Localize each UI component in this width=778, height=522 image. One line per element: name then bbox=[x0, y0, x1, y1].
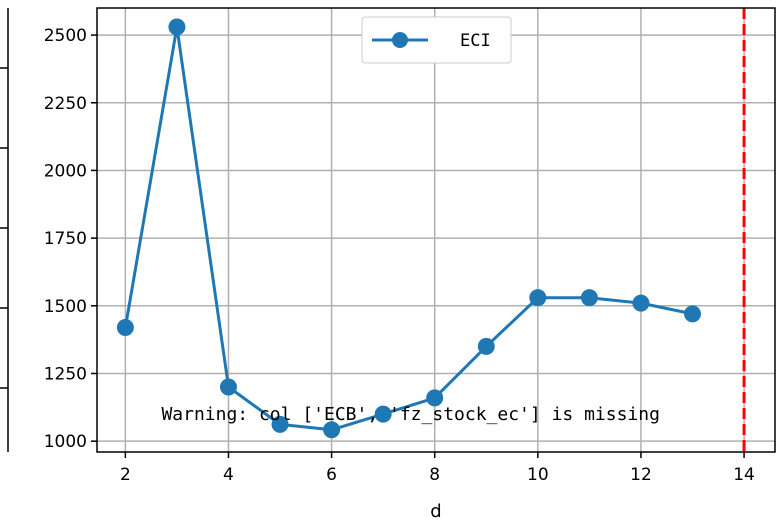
legend: ECI bbox=[361, 16, 512, 64]
data-point bbox=[684, 305, 702, 323]
data-point bbox=[219, 378, 237, 396]
y-tick-label: 1500 bbox=[44, 297, 87, 317]
y-tick-label: 2000 bbox=[44, 161, 87, 181]
x-tick-label: 14 bbox=[733, 465, 755, 485]
series-group bbox=[116, 18, 702, 439]
data-point bbox=[271, 415, 289, 433]
data-point bbox=[323, 421, 341, 439]
data-point bbox=[116, 318, 134, 336]
data-point bbox=[374, 405, 392, 423]
x-tick-label: 8 bbox=[429, 465, 440, 485]
plot-frame bbox=[96, 7, 776, 453]
data-point bbox=[168, 18, 186, 36]
series-line-eci bbox=[123, 25, 693, 432]
warning-annotation: Warning: col ['ECB', 'fz_stock_ec'] is m… bbox=[161, 404, 660, 425]
x-tick-label: 10 bbox=[527, 465, 549, 485]
adjacent-panel-ticks bbox=[0, 67, 8, 389]
data-point bbox=[477, 337, 495, 355]
legend-label-eci: ECI bbox=[460, 31, 491, 51]
x-tick-label: 6 bbox=[326, 465, 337, 485]
data-point bbox=[632, 294, 650, 312]
data-point bbox=[426, 389, 444, 407]
x-tick-label: 12 bbox=[630, 465, 652, 485]
x-axis-label: d bbox=[430, 501, 441, 522]
legend-marker-swatch bbox=[392, 32, 408, 48]
y-tick-label: 1250 bbox=[44, 364, 87, 384]
data-point bbox=[580, 289, 598, 307]
data-point bbox=[529, 289, 547, 307]
grid-lines bbox=[97, 8, 775, 452]
y-tick-label: 1000 bbox=[44, 432, 87, 452]
y-tick-label: 1750 bbox=[44, 229, 87, 249]
legend-box bbox=[361, 16, 512, 64]
y-axis-ticks: 1000 1250 1500 1750 2000 2250 2500 bbox=[44, 26, 97, 452]
x-tick-label: 4 bbox=[223, 465, 234, 485]
x-axis-ticks: 2 4 6 8 10 12 14 bbox=[120, 452, 755, 485]
y-tick-label: 2250 bbox=[44, 94, 87, 114]
x-tick-label: 2 bbox=[120, 465, 131, 485]
y-tick-label: 2500 bbox=[44, 26, 87, 46]
